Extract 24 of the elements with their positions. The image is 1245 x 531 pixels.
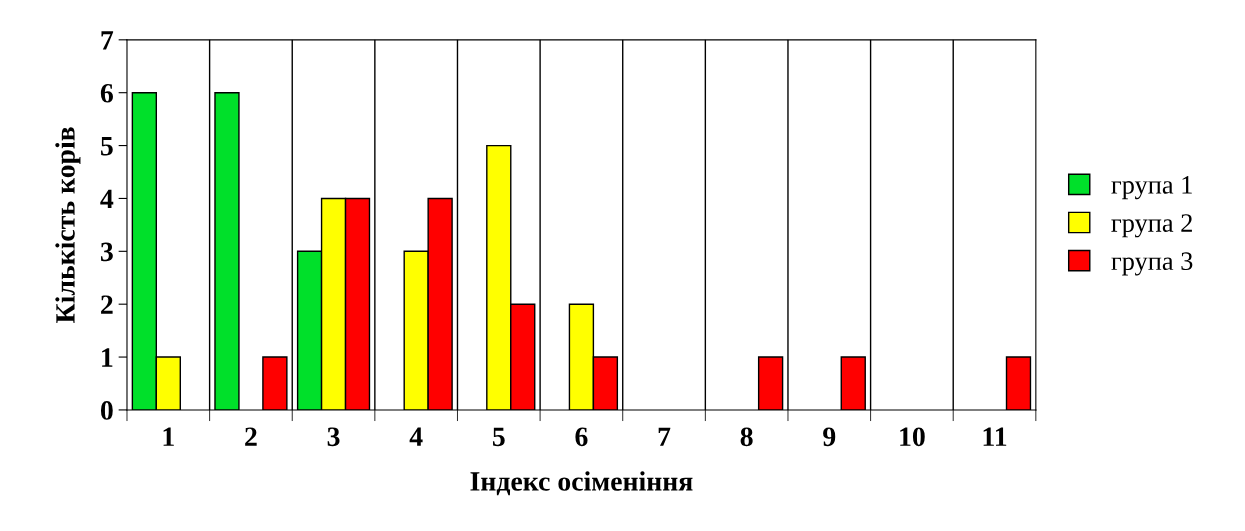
x-tick-label: 2 xyxy=(245,427,257,446)
legend-label: група 3 xyxy=(1111,252,1193,276)
y-tick-label: 0 xyxy=(100,401,113,420)
x-tick-label: 11 xyxy=(983,427,1007,446)
y-tick-label: 2 xyxy=(101,295,113,314)
x-tick-label: 1 xyxy=(163,427,174,446)
y-axis-title: Кількість корів xyxy=(55,127,81,323)
x-tick-label: 10 xyxy=(900,427,925,447)
x-axis-title: Індекс осіменіння xyxy=(470,471,693,496)
x-tick-label: 7 xyxy=(658,427,671,446)
x-tick-label: 5 xyxy=(492,427,505,447)
x-tick-label: 4 xyxy=(409,427,423,446)
y-tick-label: 7 xyxy=(101,31,114,50)
x-tick-label: 6 xyxy=(575,427,588,447)
y-tick-label: 3 xyxy=(100,242,113,262)
y-tick-label: 5 xyxy=(101,137,113,156)
x-tick-label: 3 xyxy=(327,427,340,447)
x-tick-label: 8 xyxy=(740,427,753,447)
y-tick-label: 4 xyxy=(100,189,114,209)
legend-label: група 1 xyxy=(1111,176,1192,200)
y-tick-label: 1 xyxy=(102,348,113,367)
x-tick-label: 9 xyxy=(823,427,836,447)
y-tick-label: 6 xyxy=(100,83,113,103)
legend-label: група 2 xyxy=(1111,214,1192,238)
